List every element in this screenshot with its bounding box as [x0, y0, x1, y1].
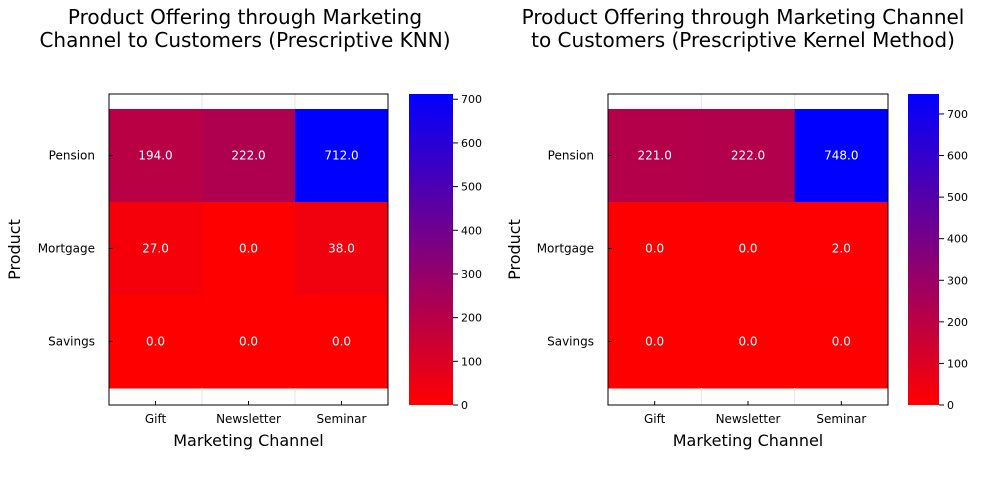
cell-value-label: 0.0: [832, 335, 851, 349]
heatmap-cell: [701, 109, 796, 203]
y-tick-label: Mortgage: [38, 242, 95, 256]
colorbar-tick-label: 500: [947, 191, 968, 204]
colorbar: [908, 94, 939, 405]
heatmap-cell: [608, 295, 702, 389]
y-tick-label: Savings: [547, 335, 594, 349]
colorbar-tick-label: 400: [947, 233, 968, 246]
colorbar-tick-label: 400: [461, 224, 482, 237]
cell-value-label: 221.0: [637, 149, 671, 163]
cell-value-label: 0.0: [239, 242, 258, 256]
heatmap-cell: [794, 295, 889, 389]
chart-title-line: Product Offering through Marketing: [68, 5, 422, 29]
x-tick-label: Seminar: [317, 412, 367, 426]
chart-title-line: to Customers (Prescriptive Kernel Method…: [531, 28, 955, 52]
heatmap-cell: [794, 109, 889, 203]
cell-value-label: 0.0: [146, 335, 165, 349]
x-axis-label: Marketing Channel: [173, 431, 324, 450]
y-axis-label: Product: [505, 219, 524, 280]
heatmap-cell: [701, 202, 796, 296]
cell-value-label: 748.0: [824, 149, 858, 163]
colorbar-tick-label: 0: [947, 399, 954, 412]
chart-title-line: Product Offering through Marketing Chann…: [522, 5, 965, 29]
cell-value-label: 0.0: [738, 242, 757, 256]
heatmap-cell: [608, 109, 702, 203]
heatmap-cell: [295, 109, 389, 203]
colorbar-tick-label: 0: [461, 399, 468, 412]
heatmap-cell: [608, 202, 702, 296]
cell-value-label: 27.0: [142, 242, 169, 256]
x-tick-label: Seminar: [816, 412, 866, 426]
heatmap-cell: [109, 109, 203, 203]
cell-value-label: 222.0: [731, 149, 765, 163]
heatmap-cell: [794, 202, 889, 296]
y-tick-label: Pension: [548, 149, 594, 163]
cell-value-label: 194.0: [138, 149, 172, 163]
cell-value-label: 0.0: [738, 335, 757, 349]
colorbar-tick-label: 100: [461, 355, 482, 368]
colorbar-tick-label: 700: [461, 93, 482, 106]
colorbar-tick-label: 100: [947, 357, 968, 370]
colorbar-tick-label: 500: [461, 181, 482, 194]
heatmap-cell: [295, 202, 389, 296]
heatmap-cell: [202, 202, 296, 296]
colorbar-tick-label: 300: [947, 274, 968, 287]
cell-value-label: 2.0: [832, 242, 851, 256]
cell-value-label: 712.0: [324, 149, 358, 163]
heatmap-cell: [109, 202, 203, 296]
y-tick-label: Savings: [48, 335, 95, 349]
x-tick-label: Newsletter: [716, 412, 781, 426]
chart-title: Product Offering through Marketing Chann…: [522, 5, 965, 52]
cell-value-label: 38.0: [328, 242, 355, 256]
y-tick-label: Mortgage: [537, 242, 594, 256]
cell-value-label: 0.0: [645, 335, 664, 349]
cell-value-label: 0.0: [239, 335, 258, 349]
y-tick-label: Pension: [49, 149, 95, 163]
chart-title: Product Offering through Marketing Channe…: [39, 5, 450, 52]
cell-value-label: 0.0: [645, 242, 664, 256]
colorbar: [409, 94, 453, 405]
cell-value-label: 0.0: [332, 335, 351, 349]
colorbar-tick-label: 700: [947, 108, 968, 121]
colorbar-tick-label: 200: [947, 316, 968, 329]
cell-value-label: 222.0: [231, 149, 265, 163]
heatmap-cell: [202, 295, 296, 389]
colorbar-tick-label: 200: [461, 312, 482, 325]
heatmap-cell: [202, 109, 296, 203]
x-tick-label: Newsletter: [216, 412, 281, 426]
y-axis-label: Product: [5, 219, 24, 280]
heatmap-cell: [109, 295, 203, 389]
x-axis-label: Marketing Channel: [673, 431, 824, 450]
x-tick-label: Gift: [644, 412, 666, 426]
heatmap-panel-1: Product Offering through Marketing Channe…: [5, 5, 482, 450]
colorbar-tick-label: 300: [461, 268, 482, 281]
x-tick-label: Gift: [145, 412, 167, 426]
heatmap-cell: [295, 295, 389, 389]
colorbar-tick-label: 600: [947, 150, 968, 163]
heatmap-panel-2: Product Offering through Marketing Chann…: [505, 5, 968, 450]
colorbar-tick-label: 600: [461, 137, 482, 150]
heatmap-cell: [701, 295, 796, 389]
chart-title-line: Channel to Customers (Prescriptive KNN): [39, 28, 450, 52]
